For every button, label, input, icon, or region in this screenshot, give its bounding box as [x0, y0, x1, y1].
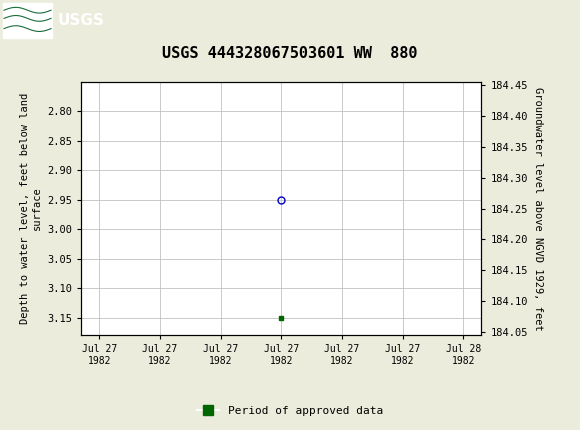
Y-axis label: Groundwater level above NGVD 1929, feet: Groundwater level above NGVD 1929, feet: [534, 87, 543, 330]
Text: USGS 444328067503601 WW  880: USGS 444328067503601 WW 880: [162, 46, 418, 61]
FancyBboxPatch shape: [3, 3, 52, 37]
Text: USGS: USGS: [58, 13, 105, 28]
Legend: Period of approved data: Period of approved data: [193, 401, 387, 420]
Y-axis label: Depth to water level, feet below land
surface: Depth to water level, feet below land su…: [20, 93, 42, 324]
